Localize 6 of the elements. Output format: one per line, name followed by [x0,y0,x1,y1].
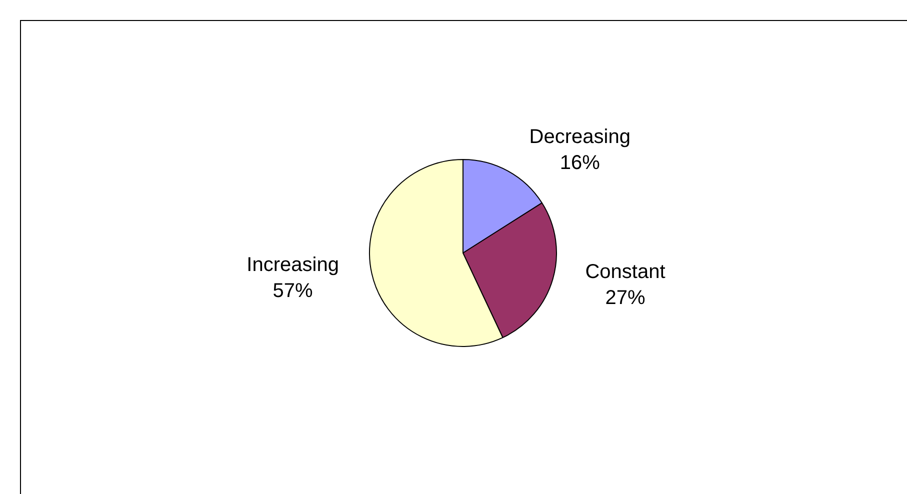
data-label: 16% [560,152,600,174]
slice-label: Constant [585,261,666,284]
slice-label: Decreasing [529,126,630,148]
data-label: 57% [272,280,314,302]
slice-label: Increasing [246,254,339,276]
data-label: 27% [605,287,646,310]
